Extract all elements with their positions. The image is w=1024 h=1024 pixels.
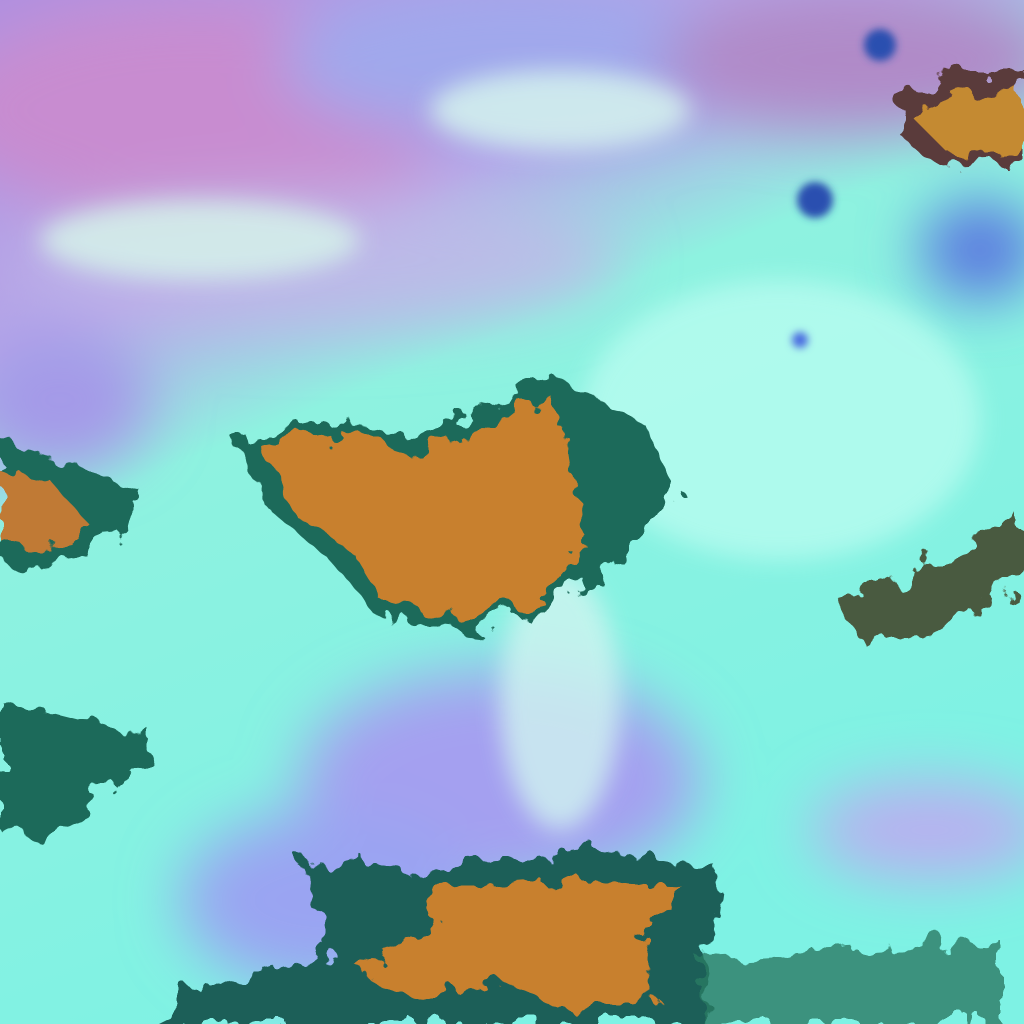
convective-systems	[0, 29, 1024, 1024]
northeast-storm-core	[915, 90, 1024, 155]
bright-cloud-streaks	[40, 70, 980, 830]
south-storm-core	[360, 880, 680, 1010]
west-storm-core	[0, 470, 85, 550]
east-streaks	[840, 520, 1024, 640]
central-storm-core	[260, 400, 590, 620]
southwest-patches	[0, 700, 160, 840]
southeast-patches	[700, 940, 1000, 1024]
upper-haze	[0, 0, 1024, 990]
